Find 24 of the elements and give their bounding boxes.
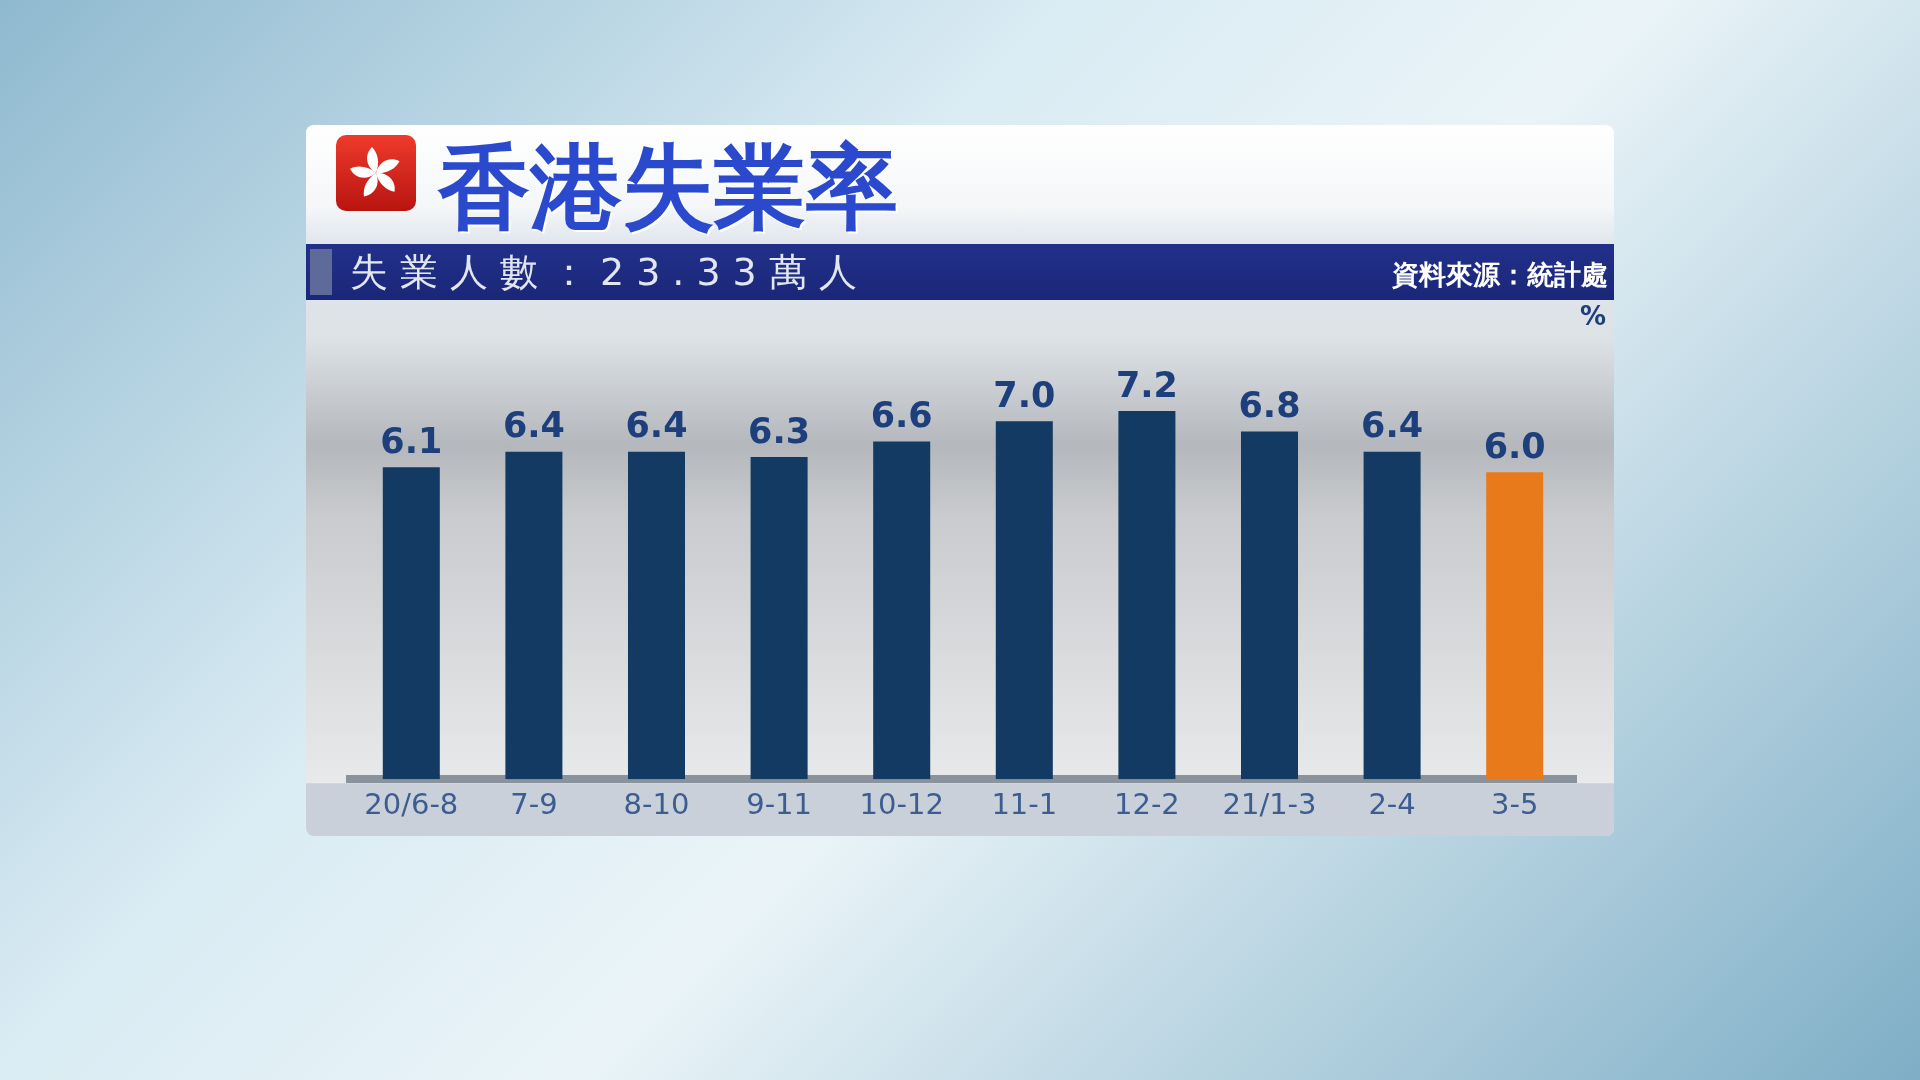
y-axis-title: % [1579, 300, 1606, 331]
data-label: 6.3 [748, 410, 811, 451]
x-tick-label: 7-9 [510, 787, 558, 822]
data-label: 6.4 [502, 405, 565, 446]
source-note: 資料來源：統計處 [1392, 258, 1608, 292]
chart-title: 香港失業率 [438, 134, 898, 241]
data-label: 7.2 [1115, 364, 1178, 405]
data-label: 6.6 [870, 395, 933, 436]
x-tick-label: 9-11 [746, 787, 813, 822]
x-tick-label: 21/1-3 [1222, 787, 1317, 822]
data-label: 6.0 [1483, 425, 1546, 466]
data-label: 7.0 [993, 374, 1056, 415]
data-label: 6.8 [1238, 384, 1301, 425]
data-label: 6.4 [625, 405, 688, 446]
x-tick-label: 20/6-8 [364, 787, 459, 822]
x-tick-label: 3-5 [1491, 787, 1539, 822]
x-tick-label: 10-12 [859, 787, 944, 822]
data-label: 6.1 [380, 420, 443, 461]
x-tick-label: 2-4 [1368, 787, 1416, 822]
data-label: 6.4 [1361, 405, 1424, 446]
x-tick-label: 11-1 [991, 787, 1058, 822]
x-tick-label: 8-10 [623, 787, 690, 822]
x-tick-label: 12-2 [1113, 787, 1180, 822]
chart-subtitle: 失業人數：23.33萬人 [350, 249, 869, 296]
